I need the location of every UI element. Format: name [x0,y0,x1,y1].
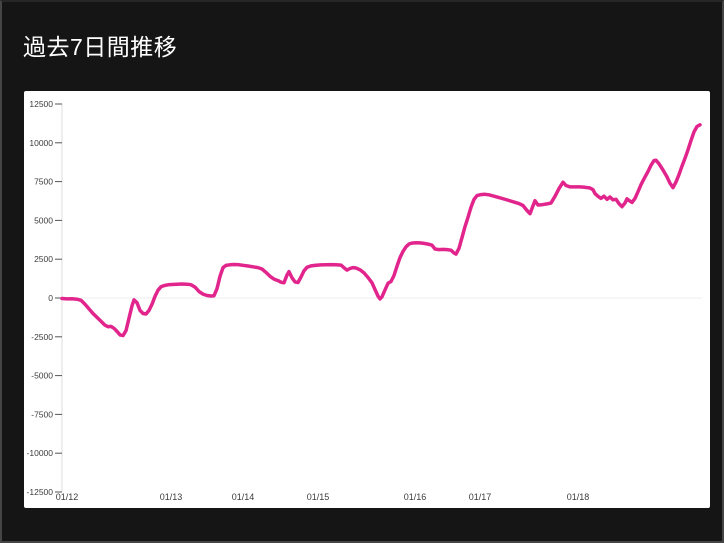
x-tick-label: 01/12 [56,492,79,502]
x-tick-label: 01/15 [307,492,330,502]
y-tick-label: -12500 [27,487,54,497]
series-line [60,123,702,338]
y-tick-label: -2500 [31,332,53,342]
x-tick-label: 01/17 [469,492,492,502]
page-title: 過去7日間推移 [23,34,178,60]
y-tick-label: 12500 [29,99,53,109]
y-tick-label: 5000 [34,215,53,225]
y-tick-label: 10000 [29,138,53,148]
chart-card: 12500 10000 7500 5000 2500 0 -2500 -5000 -7500 -1… [24,91,710,508]
y-tick-label: -5000 [31,371,53,381]
y-tick-label: 7500 [34,177,53,187]
y-tick-label: -7500 [31,409,53,419]
y-tick-label: -10000 [27,448,54,458]
x-tick-label: 01/16 [404,492,427,502]
y-tick-label: 2500 [34,254,53,264]
x-tick-label: 01/18 [567,492,590,502]
y-tick-label: 0 [48,293,53,303]
x-tick-label: 01/13 [160,492,183,502]
x-tick-label: 01/14 [232,492,255,502]
line-chart[interactable]: 12500 10000 7500 5000 2500 0 -2500 -5000 -7500 -1… [24,91,710,508]
